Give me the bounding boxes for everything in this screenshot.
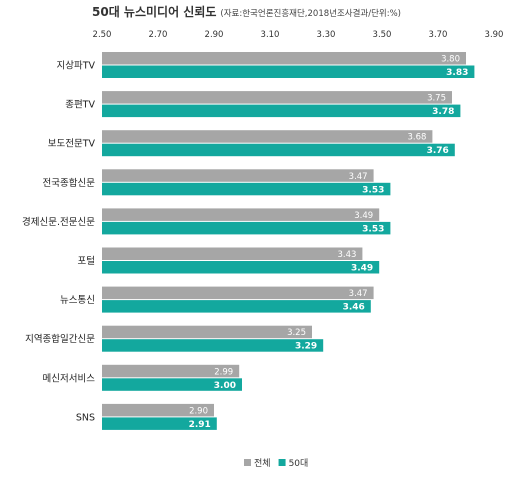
data-label: 3.43 [337,250,356,260]
data-label: 3.83 [446,68,468,78]
bar-50s [102,300,371,313]
x-tick-label: 3.50 [373,30,392,40]
data-label: 3.53 [362,185,384,195]
x-tick-label: 3.90 [485,30,504,40]
category-label: 전국종합신문 [43,178,96,189]
category-label: SNS [76,412,95,423]
bar-total [102,364,240,378]
bar-50s [102,261,380,274]
data-label: 3.29 [295,342,317,352]
data-label: 3.25 [287,328,306,338]
category-label: 경제신문.전문신문 [22,216,95,228]
bar-50s [102,378,242,391]
data-label: 3.49 [354,211,373,221]
category-labels: 지상파TV 종편TV 보도전문TV 전국종합신문경제신문.전문신문포털뉴스통신지역종합… [22,61,95,424]
data-label: 3.49 [351,264,373,274]
data-label: 3.46 [343,303,365,313]
legend-swatch [244,459,251,466]
category-label: 메신저서비스 [43,373,96,384]
chart-title: 50대 뉴스미디어 신뢰도 [92,4,216,19]
category-label: 지역종합일간신문 [25,334,95,345]
bar-50s [102,104,461,118]
x-tick-label: 2.70 [149,30,168,40]
bar-total [102,91,452,104]
bar-50s [102,65,475,78]
bar-total [102,208,380,221]
category-label: 뉴스통신 [60,295,95,306]
legend-label: 50대 [289,458,309,469]
category-label: 포털 [78,255,95,267]
data-label: 3.47 [349,172,368,182]
x-axis-ticks: 2.50 2.70 2.90 3.10 3.30 3.50 3.70 3.90 [93,30,504,40]
category-label: 지상파TV [56,61,95,72]
legend-label: 전체 [254,458,271,469]
category-label: 종편TV [65,99,95,111]
data-label: 2.90 [189,406,208,416]
bar-total [102,52,466,65]
x-tick-label: 3.30 [317,30,336,40]
bar-50s [102,221,391,235]
data-label: 2.91 [189,420,211,430]
data-label: 2.99 [214,367,233,377]
bar-50s [102,143,455,157]
x-tick-label: 2.50 [93,30,112,40]
legend: 전체 50대 [244,458,308,469]
x-tick-label: 3.10 [261,30,280,40]
legend-swatch [278,459,286,466]
data-label: 3.75 [427,94,446,104]
x-tick-label: 3.70 [429,30,448,40]
bar-total [102,325,312,339]
bar-total [102,403,214,417]
bar-50s [102,182,391,196]
bar-50s [102,339,324,352]
bar-total [102,169,374,182]
x-tick-label: 2.90 [205,30,224,40]
data-label: 3.68 [407,133,426,143]
data-label: 3.78 [432,107,454,117]
bars: 3.80 3.83 3.75 3.78 3.683.76 3.47 3.53 3.49 3.53… [102,52,475,430]
bar-total [102,247,363,260]
data-label: 3.47 [349,289,368,299]
data-label: 3.80 [441,55,460,65]
chart-subtitle: (자료:한국언론진흥재단,2018년조사결과/단위:%) [220,8,401,19]
bar-total [102,286,374,300]
data-label: 3.76 [427,146,449,156]
category-label: 보도전문TV [48,139,96,150]
data-label: 3.53 [362,224,384,234]
bar-50s [102,417,217,430]
data-label: 3.00 [214,381,236,391]
bar-total [102,130,433,143]
